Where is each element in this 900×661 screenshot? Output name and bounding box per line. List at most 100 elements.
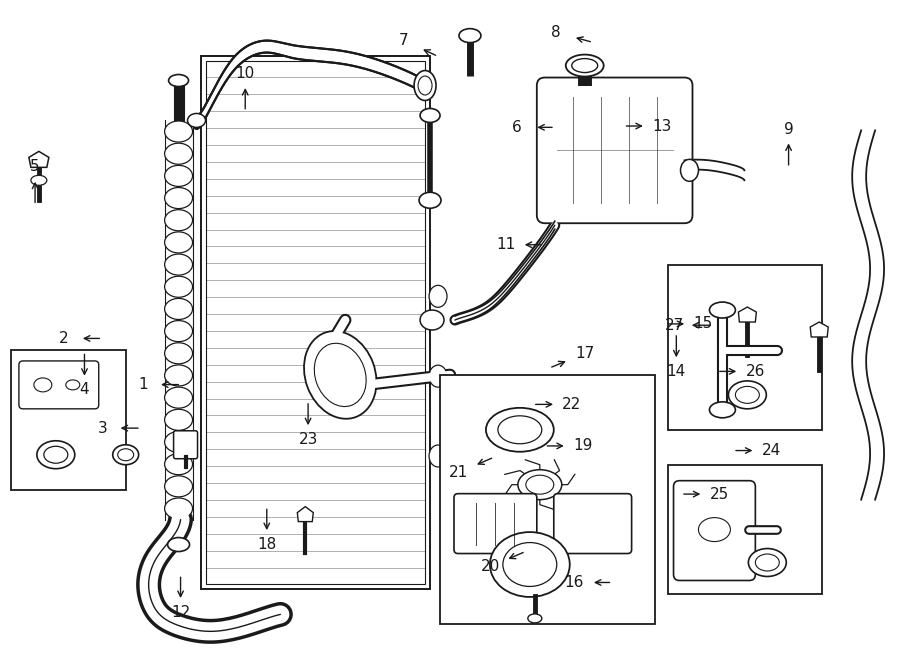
Text: 7: 7 xyxy=(399,33,408,48)
Ellipse shape xyxy=(709,302,735,318)
Text: 3: 3 xyxy=(97,420,107,436)
Ellipse shape xyxy=(37,441,75,469)
Ellipse shape xyxy=(165,254,193,275)
Ellipse shape xyxy=(314,343,366,407)
Ellipse shape xyxy=(165,232,193,253)
Ellipse shape xyxy=(527,614,542,623)
Text: 24: 24 xyxy=(762,443,781,458)
Polygon shape xyxy=(297,506,313,522)
Text: 26: 26 xyxy=(746,364,765,379)
Ellipse shape xyxy=(572,59,598,73)
Ellipse shape xyxy=(165,121,193,142)
FancyBboxPatch shape xyxy=(554,494,632,553)
Ellipse shape xyxy=(304,331,376,419)
Text: 4: 4 xyxy=(80,382,89,397)
Polygon shape xyxy=(685,159,744,180)
Text: 19: 19 xyxy=(573,438,592,453)
Ellipse shape xyxy=(165,210,193,231)
Text: 13: 13 xyxy=(652,118,671,134)
Bar xyxy=(668,465,823,594)
Ellipse shape xyxy=(680,159,698,181)
Ellipse shape xyxy=(165,387,193,408)
Ellipse shape xyxy=(165,343,193,364)
Ellipse shape xyxy=(518,470,562,500)
Ellipse shape xyxy=(526,475,554,494)
FancyBboxPatch shape xyxy=(673,481,755,580)
Ellipse shape xyxy=(118,449,134,461)
Ellipse shape xyxy=(429,365,447,387)
Bar xyxy=(201,56,430,590)
Ellipse shape xyxy=(429,286,447,307)
Polygon shape xyxy=(29,151,49,167)
Ellipse shape xyxy=(698,518,731,541)
Ellipse shape xyxy=(165,276,193,297)
Ellipse shape xyxy=(735,387,760,403)
Ellipse shape xyxy=(709,402,735,418)
Text: 9: 9 xyxy=(784,122,794,137)
Text: 2: 2 xyxy=(59,331,68,346)
Text: 10: 10 xyxy=(236,65,255,81)
Text: 27: 27 xyxy=(665,318,684,332)
Text: 6: 6 xyxy=(511,120,521,135)
Ellipse shape xyxy=(165,321,193,342)
Text: 5: 5 xyxy=(31,159,40,175)
Text: 8: 8 xyxy=(551,25,561,40)
Polygon shape xyxy=(810,322,828,337)
Text: 21: 21 xyxy=(449,465,469,480)
Ellipse shape xyxy=(165,432,193,453)
FancyBboxPatch shape xyxy=(174,431,197,459)
Ellipse shape xyxy=(165,453,193,475)
Text: 15: 15 xyxy=(694,317,713,331)
Text: 11: 11 xyxy=(496,237,516,253)
FancyBboxPatch shape xyxy=(536,77,692,223)
Ellipse shape xyxy=(34,378,52,392)
Text: 22: 22 xyxy=(562,397,580,412)
Polygon shape xyxy=(195,40,425,129)
Ellipse shape xyxy=(459,28,481,42)
Text: 16: 16 xyxy=(564,575,583,590)
Text: 14: 14 xyxy=(667,364,686,379)
Ellipse shape xyxy=(165,476,193,497)
Ellipse shape xyxy=(566,55,604,77)
Text: 1: 1 xyxy=(138,377,148,392)
Ellipse shape xyxy=(749,549,787,576)
Bar xyxy=(668,265,823,430)
Ellipse shape xyxy=(44,446,68,463)
Ellipse shape xyxy=(165,365,193,386)
Ellipse shape xyxy=(66,380,80,390)
Ellipse shape xyxy=(419,192,441,208)
Ellipse shape xyxy=(168,75,189,87)
Ellipse shape xyxy=(420,310,444,330)
Text: 23: 23 xyxy=(299,432,318,447)
Ellipse shape xyxy=(486,408,554,451)
Ellipse shape xyxy=(165,143,193,164)
FancyBboxPatch shape xyxy=(454,494,536,553)
Ellipse shape xyxy=(755,554,779,571)
Ellipse shape xyxy=(414,71,436,100)
Ellipse shape xyxy=(498,416,542,444)
Text: 12: 12 xyxy=(171,605,190,620)
Ellipse shape xyxy=(165,409,193,430)
Ellipse shape xyxy=(420,108,440,122)
Text: 20: 20 xyxy=(481,559,500,574)
Ellipse shape xyxy=(165,165,193,186)
Ellipse shape xyxy=(187,114,205,128)
Ellipse shape xyxy=(165,298,193,319)
Bar xyxy=(205,61,425,584)
Bar xyxy=(11,350,126,490)
Text: 18: 18 xyxy=(257,537,276,553)
Ellipse shape xyxy=(31,175,47,185)
FancyBboxPatch shape xyxy=(19,361,99,409)
Ellipse shape xyxy=(165,188,193,209)
Ellipse shape xyxy=(418,76,432,95)
Ellipse shape xyxy=(503,543,557,586)
Polygon shape xyxy=(738,307,756,322)
Ellipse shape xyxy=(728,381,766,409)
Text: 25: 25 xyxy=(710,486,729,502)
Ellipse shape xyxy=(165,498,193,519)
Bar xyxy=(440,375,654,625)
Ellipse shape xyxy=(167,537,190,551)
Ellipse shape xyxy=(112,445,139,465)
Text: 17: 17 xyxy=(575,346,594,361)
Ellipse shape xyxy=(429,445,447,467)
